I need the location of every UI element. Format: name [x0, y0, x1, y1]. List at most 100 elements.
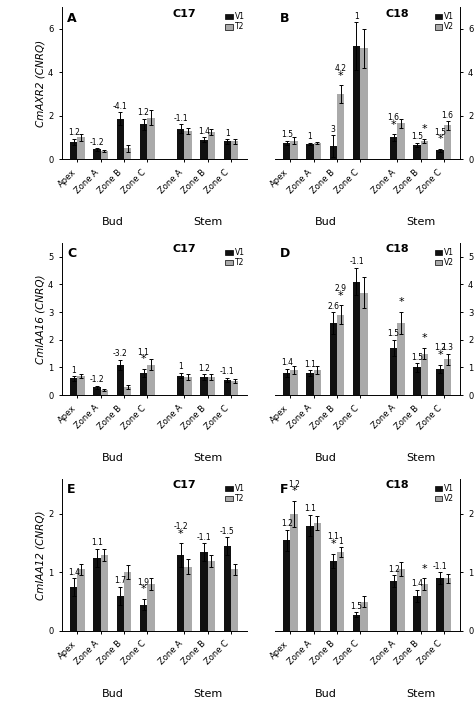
Bar [353, 282, 360, 395]
Text: Bud: Bud [314, 453, 336, 463]
Text: *: * [421, 334, 427, 343]
Bar [77, 569, 85, 631]
Legend: V1, T2: V1, T2 [225, 248, 245, 267]
Bar [390, 137, 397, 159]
Bar [208, 377, 215, 395]
Text: 1.5: 1.5 [434, 128, 446, 137]
Text: 1.2: 1.2 [198, 364, 210, 373]
Bar [177, 554, 184, 631]
Text: *: * [330, 539, 336, 549]
Y-axis label: CmIAA16 (CNRQ): CmIAA16 (CNRQ) [35, 274, 45, 364]
Bar [353, 46, 360, 159]
Bar [283, 373, 291, 395]
Text: 2.6: 2.6 [327, 301, 339, 311]
Bar [291, 514, 298, 631]
Text: 1.5: 1.5 [411, 132, 423, 142]
Text: *: * [398, 297, 404, 308]
Bar [231, 569, 238, 631]
Bar [101, 151, 108, 159]
Text: 1.4: 1.4 [198, 127, 210, 136]
Bar [77, 376, 85, 395]
Text: *: * [438, 135, 443, 144]
Text: *: * [338, 71, 344, 81]
Bar [390, 348, 397, 395]
Bar [283, 540, 291, 631]
Text: *: * [141, 584, 146, 594]
Text: Bud: Bud [101, 453, 123, 463]
Text: Bud: Bud [314, 688, 336, 699]
Bar [147, 118, 155, 159]
Text: 1: 1 [338, 537, 343, 545]
Text: 1: 1 [308, 132, 312, 142]
Bar [101, 390, 108, 395]
Legend: V1, T2: V1, T2 [225, 484, 245, 503]
Bar [200, 377, 208, 395]
Bar [413, 145, 420, 159]
Bar [306, 144, 314, 159]
Bar [184, 131, 192, 159]
Bar [101, 554, 108, 631]
Text: *: * [141, 354, 146, 365]
Text: 1.7: 1.7 [114, 576, 126, 585]
Bar [314, 370, 321, 395]
Bar [208, 561, 215, 631]
Legend: V1, V2: V1, V2 [435, 248, 454, 267]
Text: -1.1: -1.1 [197, 533, 211, 542]
Text: 1.5: 1.5 [281, 130, 293, 139]
Bar [231, 381, 238, 395]
Bar [177, 129, 184, 159]
Text: 4.2: 4.2 [335, 64, 346, 73]
Text: 1.6: 1.6 [388, 113, 400, 122]
Bar [117, 119, 124, 159]
Text: C18: C18 [386, 245, 410, 254]
Text: C17: C17 [173, 480, 196, 490]
Y-axis label: CmAXR2 (CNRQ): CmAXR2 (CNRQ) [35, 39, 45, 127]
Bar [437, 151, 444, 159]
Bar [124, 149, 131, 159]
Bar [420, 141, 428, 159]
Text: 1: 1 [72, 366, 76, 375]
Text: -4.1: -4.1 [113, 102, 128, 111]
Bar [444, 125, 451, 159]
Bar [397, 323, 405, 395]
Text: Stem: Stem [406, 688, 435, 699]
Text: 1.1: 1.1 [304, 505, 316, 514]
Bar [314, 143, 321, 159]
Bar [283, 143, 291, 159]
Bar [337, 94, 345, 159]
Text: Stem: Stem [193, 688, 222, 699]
Bar [124, 573, 131, 631]
Bar [117, 596, 124, 631]
Bar [337, 552, 345, 631]
Text: Bud: Bud [101, 688, 123, 699]
Bar [360, 293, 368, 395]
Text: Stem: Stem [406, 453, 435, 463]
Text: -1.2: -1.2 [90, 376, 104, 384]
Text: 1.4: 1.4 [68, 568, 80, 577]
Bar [177, 376, 184, 395]
Text: 1.2: 1.2 [388, 565, 400, 574]
Text: *: * [421, 564, 427, 573]
Bar [140, 604, 147, 631]
Bar [397, 569, 405, 631]
Text: C17: C17 [173, 245, 196, 254]
Bar [93, 387, 101, 395]
Bar [291, 141, 298, 159]
Bar [147, 584, 155, 631]
Text: 1.1: 1.1 [328, 533, 339, 541]
Bar [140, 124, 147, 159]
Legend: V1, V2: V1, V2 [435, 13, 454, 32]
Bar [397, 123, 405, 159]
Bar [70, 379, 77, 395]
Bar [224, 380, 231, 395]
Text: 1.5: 1.5 [411, 353, 423, 362]
Bar [390, 581, 397, 631]
Text: -1.2: -1.2 [173, 522, 188, 531]
Text: 2.9: 2.9 [335, 284, 346, 293]
Bar [93, 558, 101, 631]
Text: -3.2: -3.2 [113, 349, 128, 358]
Text: C17: C17 [173, 8, 196, 18]
Text: Bud: Bud [101, 217, 123, 227]
Bar [314, 523, 321, 631]
Text: 1.6: 1.6 [442, 111, 454, 120]
